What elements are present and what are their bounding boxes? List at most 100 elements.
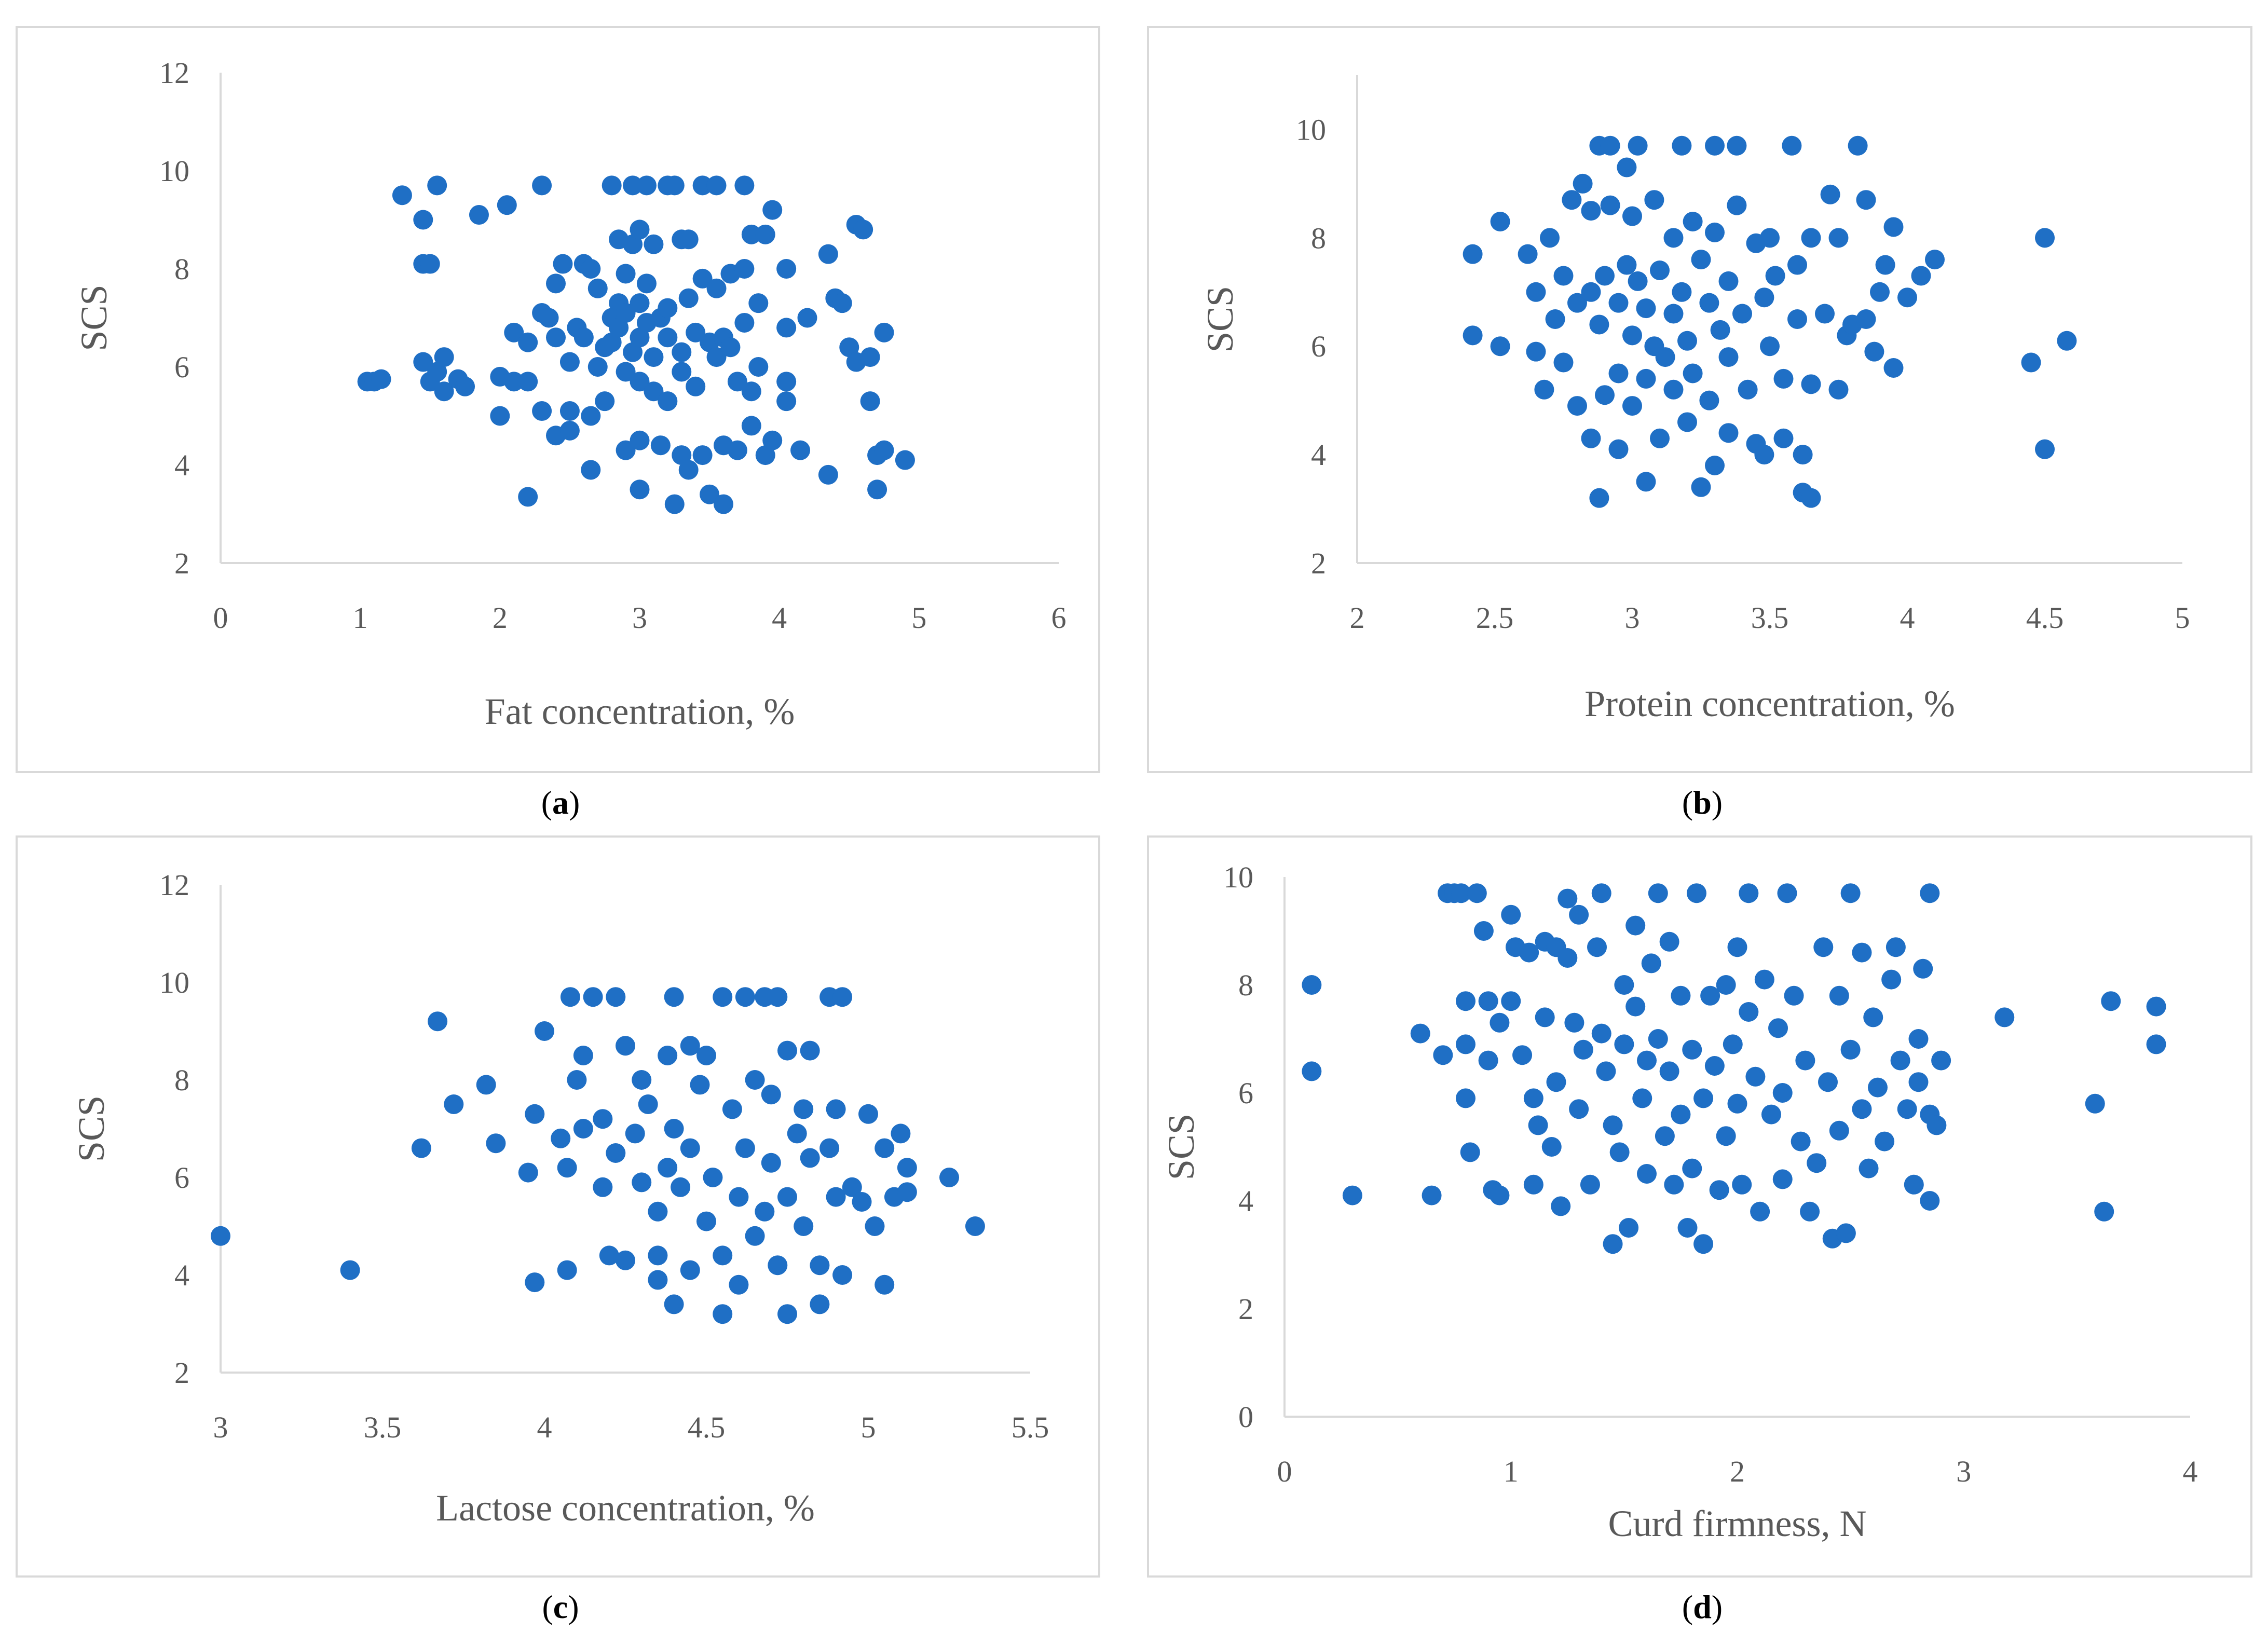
data-point-b-18 — [1581, 428, 1601, 448]
data-point-a-101 — [727, 440, 747, 460]
data-point-a-73 — [658, 298, 678, 318]
data-point-b-16 — [1581, 201, 1601, 221]
data-point-c-62 — [777, 1040, 797, 1061]
data-point-c-60 — [768, 1255, 788, 1276]
data-point-d-68 — [1686, 883, 1706, 903]
data-point-d-9 — [1456, 991, 1475, 1011]
data-point-d-56 — [1641, 953, 1661, 974]
x-tick-label-c: 3 — [213, 1410, 228, 1444]
y-tick-label-b: 4 — [1311, 438, 1326, 472]
data-point-a-116 — [776, 372, 797, 392]
data-point-a-11 — [434, 381, 454, 402]
data-point-b-47 — [1672, 135, 1692, 156]
data-point-b-36 — [1636, 298, 1656, 319]
data-point-a-132 — [867, 479, 887, 500]
data-point-a-22 — [518, 372, 538, 392]
data-point-b-26 — [1608, 293, 1629, 313]
data-point-d-18 — [1490, 1012, 1510, 1033]
data-point-d-77 — [1727, 937, 1747, 957]
data-point-b-5 — [1526, 282, 1546, 302]
data-point-b-24 — [1600, 135, 1620, 156]
data-point-d-121 — [1931, 1050, 1951, 1071]
data-point-a-122 — [818, 464, 838, 485]
data-point-a-2 — [371, 369, 391, 389]
x-axis-title-a: Fat concentration, % — [485, 691, 795, 732]
data-point-b-74 — [1765, 266, 1785, 286]
data-point-d-33 — [1551, 1196, 1571, 1216]
data-point-b-95 — [1870, 282, 1890, 302]
data-point-b-28 — [1608, 439, 1629, 459]
data-point-b-3 — [1490, 336, 1510, 357]
data-point-b-41 — [1650, 261, 1670, 280]
data-point-d-58 — [1648, 1029, 1668, 1049]
x-tick-label-d: 2 — [1730, 1455, 1745, 1488]
data-point-c-48 — [713, 1245, 733, 1266]
y-axis-title-d: SCS — [1160, 1114, 1202, 1180]
data-point-c-88 — [939, 1168, 959, 1187]
data-point-d-29 — [1535, 1007, 1555, 1027]
data-point-c-85 — [891, 1123, 911, 1144]
data-point-b-66 — [1732, 304, 1752, 324]
x-tick-label-c: 4 — [537, 1410, 552, 1444]
data-point-a-106 — [741, 381, 761, 402]
data-point-c-79 — [852, 1192, 872, 1212]
data-point-b-84 — [1801, 374, 1821, 394]
data-point-b-97 — [1883, 217, 1904, 237]
data-point-a-84 — [678, 460, 699, 480]
y-tick-label-a: 8 — [174, 252, 189, 286]
data-point-a-81 — [672, 362, 692, 382]
data-point-a-123 — [832, 293, 852, 313]
data-point-b-82 — [1801, 488, 1821, 508]
data-point-a-111 — [755, 445, 775, 465]
data-point-c-18 — [583, 987, 603, 1007]
panel-label-b: (b) — [1682, 784, 1723, 821]
data-point-d-13 — [1467, 883, 1487, 903]
data-point-a-80 — [672, 445, 692, 465]
data-point-c-73 — [819, 1138, 840, 1158]
data-point-b-77 — [1782, 135, 1802, 156]
data-point-d-23 — [1512, 1045, 1533, 1065]
data-point-c-66 — [794, 1099, 814, 1119]
data-point-d-69 — [1693, 1088, 1714, 1108]
data-point-c-75 — [826, 1099, 846, 1119]
data-point-b-30 — [1617, 255, 1637, 275]
data-point-a-115 — [776, 318, 797, 338]
x-tick-label-d: 3 — [1956, 1455, 1971, 1488]
data-point-d-61 — [1659, 1061, 1679, 1081]
data-point-a-4 — [413, 210, 433, 230]
data-point-c-10 — [535, 1021, 554, 1041]
data-point-d-50 — [1619, 1218, 1639, 1238]
data-point-b-61 — [1718, 271, 1739, 291]
data-point-b-96 — [1875, 255, 1895, 275]
y-tick-label-c: 6 — [174, 1161, 189, 1195]
data-point-a-109 — [748, 357, 769, 377]
data-point-d-8 — [1451, 883, 1471, 903]
data-point-b-51 — [1683, 212, 1703, 231]
data-point-d-107 — [1867, 1077, 1888, 1098]
data-point-c-45 — [703, 1168, 723, 1187]
data-point-c-21 — [599, 1245, 619, 1266]
data-point-a-124 — [839, 337, 859, 358]
data-point-d-83 — [1750, 1201, 1770, 1222]
data-point-d-27 — [1528, 1115, 1548, 1135]
data-point-a-85 — [686, 322, 706, 342]
data-point-a-118 — [790, 440, 811, 460]
data-point-d-85 — [1761, 1104, 1781, 1125]
data-point-a-75 — [658, 391, 678, 412]
data-point-c-29 — [638, 1094, 658, 1114]
data-point-a-28 — [546, 273, 566, 294]
data-point-a-86 — [686, 376, 706, 396]
data-point-d-4 — [1422, 1185, 1442, 1205]
data-point-d-71 — [1700, 985, 1720, 1006]
data-point-b-100 — [1911, 266, 1931, 286]
data-point-b-12 — [1562, 190, 1582, 210]
data-point-b-33 — [1622, 396, 1642, 416]
x-tick-label-d: 0 — [1277, 1455, 1292, 1488]
data-point-c-2 — [411, 1138, 431, 1158]
data-point-a-23 — [518, 332, 538, 352]
data-point-b-85 — [1815, 304, 1835, 324]
chart-panel-c: 3 3.5 4 4.5 5 5.5 2 4 6 8 10 12 Lactose concentratio… — [16, 835, 1100, 1578]
data-point-a-58 — [630, 220, 650, 240]
data-point-d-76 — [1723, 1034, 1743, 1054]
